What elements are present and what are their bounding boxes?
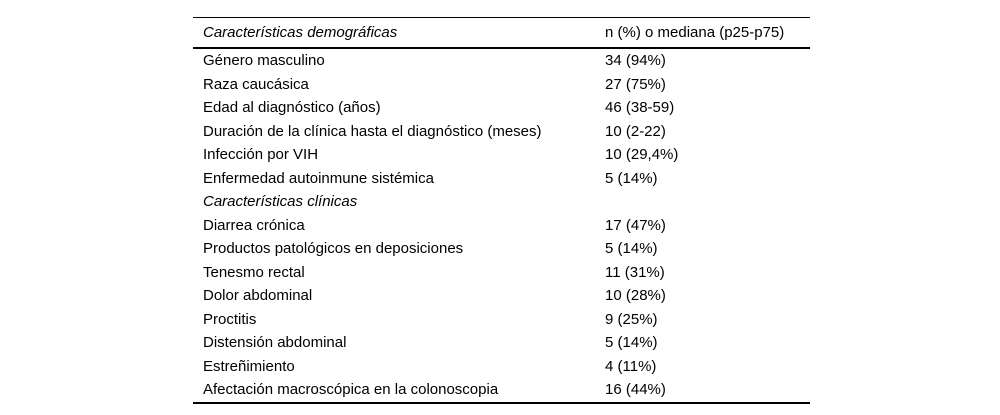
table-row: Estreñimiento 4 (11%) — [193, 355, 810, 379]
table-row: Productos patológicos en deposiciones 5 (… — [193, 237, 810, 261]
row-value: 16 (44%) — [605, 381, 666, 399]
row-label: Edad al diagnóstico (años) — [203, 99, 381, 117]
table-row: Infección por VIH 10 (29,4%) — [193, 143, 810, 167]
table-row: Enfermedad autoinmune sistémica 5 (14%) — [193, 167, 810, 191]
row-value: 11 (31%) — [605, 263, 665, 281]
row-label: Productos patológicos en deposiciones — [203, 240, 464, 258]
table-section-row: Características clínicas — [193, 190, 810, 214]
table-row: Diarrea crónica 17 (47%) — [193, 214, 810, 238]
row-value: 5 (14%) — [605, 334, 658, 352]
row-label: Afectación macroscópica en la colonoscop… — [203, 381, 499, 399]
row-value: 9 (25%) — [605, 310, 658, 328]
table-header-row: Características demográficas n (%) o med… — [193, 18, 810, 49]
table-row: Duración de la clínica hasta el diagnóst… — [193, 120, 810, 144]
table-row: Distensión abdominal 5 (14%) — [193, 331, 810, 355]
row-value: 10 (28%) — [605, 287, 666, 305]
row-label: Enfermedad autoinmune sistémica — [203, 169, 434, 187]
row-label: Estreñimiento — [203, 357, 295, 375]
row-label: Diarrea crónica — [203, 216, 305, 234]
table-row: Dolor abdominal 10 (28%) — [193, 284, 810, 308]
table-row: Raza caucásica 27 (75%) — [193, 73, 810, 97]
row-value: 34 (94%) — [605, 52, 666, 70]
demographics-table: Características demográficas n (%) o med… — [193, 17, 810, 404]
table-row: Género masculino 34 (94%) — [193, 49, 810, 73]
row-label: Infección por VIH — [203, 146, 319, 164]
table-row: Proctitis 9 (25%) — [193, 308, 810, 332]
row-label: Género masculino — [203, 52, 325, 70]
row-label: Proctitis — [203, 310, 257, 328]
row-value: 5 (14%) — [605, 169, 658, 187]
table-row: Tenesmo rectal 11 (31%) — [193, 261, 810, 285]
row-label: Distensión abdominal — [203, 334, 347, 352]
row-label: Raza caucásica — [203, 75, 309, 93]
table-header-values: n (%) o mediana (p25-p75) — [605, 24, 785, 41]
table-header-characteristics: Características demográficas — [203, 24, 398, 41]
row-value: 5 (14%) — [605, 240, 658, 258]
row-value: 17 (47%) — [605, 216, 666, 234]
row-label: Dolor abdominal — [203, 287, 313, 305]
row-value: 27 (75%) — [605, 75, 666, 93]
row-value: 10 (2-22) — [605, 122, 666, 140]
table-row: Afectación macroscópica en la colonoscop… — [193, 378, 810, 402]
row-label: Tenesmo rectal — [203, 263, 305, 281]
row-value: 10 (29,4%) — [605, 146, 679, 164]
row-value: 46 (38-59) — [605, 99, 675, 117]
row-value: 4 (11%) — [605, 357, 657, 375]
row-label: Características clínicas — [203, 193, 358, 211]
row-label: Duración de la clínica hasta el diagnóst… — [203, 122, 542, 140]
table-body: Género masculino 34 (94%) Raza caucásica 27… — [193, 49, 810, 402]
table-row: Edad al diagnóstico (años) 46 (38-59) — [193, 96, 810, 120]
